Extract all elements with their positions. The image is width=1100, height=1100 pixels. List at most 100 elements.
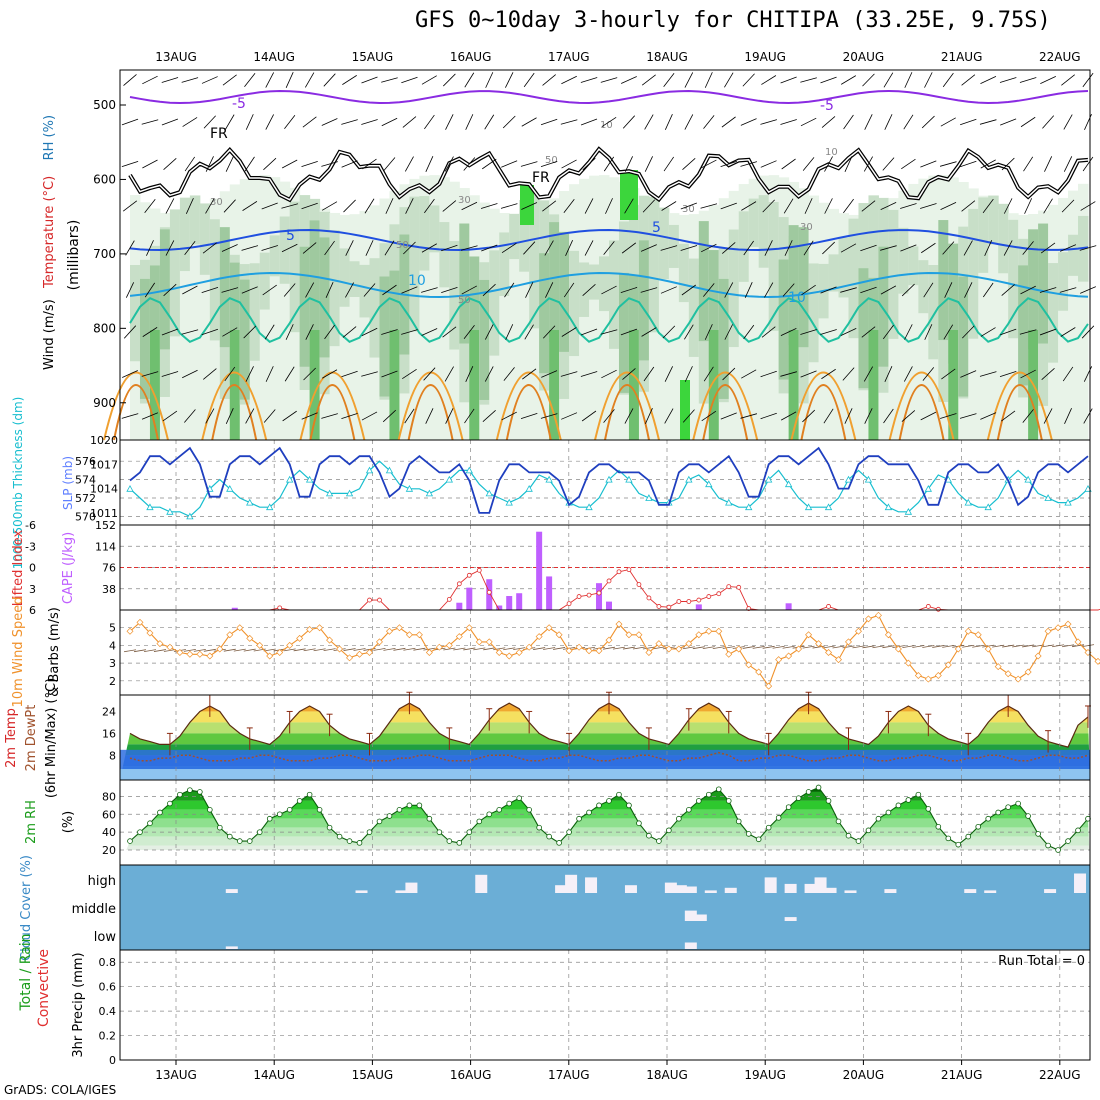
wind-barb-surface: [493, 647, 506, 651]
rh-shade: [938, 175, 949, 441]
cape-bar: [536, 531, 543, 610]
date-label-bottom: 22AUG: [1039, 1068, 1081, 1082]
cape-bar: [785, 603, 792, 610]
wind-speed-point: [196, 650, 204, 658]
wind-speed-point: [495, 649, 503, 656]
wind-barb-surface: [473, 647, 486, 651]
wind-barb: [962, 325, 975, 339]
cape-tick-label: 114: [95, 540, 116, 553]
wind-barb: [304, 72, 315, 88]
wind-speed-point: [775, 656, 783, 664]
wind-barb-surface: [483, 647, 496, 651]
rh-shade: [409, 196, 420, 332]
wind-barb: [345, 282, 355, 298]
rh-point: [296, 798, 303, 804]
wind-barb: [720, 202, 737, 210]
wind-barb: [281, 203, 299, 209]
wind-barb: [645, 408, 653, 424]
wind-barb: [342, 326, 357, 338]
rh-shade: [429, 175, 440, 440]
wind-barb: [520, 161, 538, 167]
contour-label: 10: [788, 290, 806, 306]
wind-barb: [1063, 156, 1073, 172]
wind-barb: [1039, 328, 1057, 336]
rh-shade: [908, 183, 919, 441]
wind-barb: [460, 245, 478, 251]
wind-speed-point: [994, 663, 1002, 671]
rh-point: [1035, 831, 1041, 837]
wind-barb: [365, 240, 374, 256]
rh-shade: [858, 203, 869, 391]
wind-barb: [341, 119, 358, 125]
rh-frame: [119, 779, 1091, 866]
rh-shade: [419, 196, 430, 271]
rh-shade: [599, 175, 610, 441]
rh-shade: [688, 258, 700, 357]
rh-point: [696, 798, 702, 804]
rh-shade: [519, 214, 530, 440]
rh-shade: [549, 198, 560, 440]
wind-barb: [364, 198, 375, 214]
rh-shade: [1018, 214, 1029, 440]
wind-barb: [644, 114, 654, 130]
cloud-bar-high: [405, 882, 418, 893]
wind-barb: [542, 74, 556, 86]
li-point: [456, 581, 462, 587]
cape-bar: [486, 579, 493, 610]
wind-speed-point: [286, 641, 294, 649]
wind-barb: [880, 285, 897, 295]
wind-barb: [321, 161, 338, 167]
rh-shade: [369, 205, 380, 440]
cape-frame: [119, 524, 1091, 611]
wind-barb: [1041, 368, 1055, 380]
wind-barb: [664, 366, 673, 382]
wind-barb: [285, 324, 294, 340]
cloud-bar-low: [225, 946, 238, 949]
wind-barb-surface: [213, 648, 226, 652]
cloud-bar-high: [884, 889, 897, 893]
wind-barb: [282, 410, 297, 422]
temp-frame: [119, 694, 1091, 781]
wind-barb: [741, 369, 757, 379]
rh-shade: [609, 240, 620, 349]
wind-barb: [624, 408, 634, 424]
wind-barb: [322, 201, 338, 211]
rh-shade: [1068, 234, 1079, 276]
wind-speed-point: [725, 650, 733, 658]
date-label-bottom: 20AUG: [843, 1068, 885, 1082]
cloud-bar-high: [814, 877, 827, 893]
wind-barb: [761, 326, 776, 338]
rh-shade: [1018, 265, 1029, 386]
rh-shade: [868, 277, 879, 398]
rh-shade: [708, 205, 720, 440]
wind-barb: [442, 200, 457, 212]
wind-barb: [163, 157, 177, 171]
wind-barb: [704, 72, 713, 88]
wind-barb-surface: [1071, 644, 1085, 648]
rh-shade: [159, 212, 171, 440]
rh-shade: [680, 380, 690, 440]
wind-barb: [525, 282, 534, 298]
rh-shade: [738, 184, 750, 440]
rh-shade: [469, 264, 480, 423]
wind-barb: [840, 75, 857, 85]
wind-barb: [123, 325, 137, 339]
wind-barb-surface: [203, 648, 216, 652]
wind-barb: [361, 76, 378, 84]
rh-shade: [1068, 190, 1079, 440]
rh-point: [1045, 842, 1051, 849]
wind-speed-point: [1034, 652, 1042, 660]
wind-barb: [820, 329, 837, 335]
contour-label: 50: [458, 295, 471, 306]
wind-barb-surface: [393, 647, 406, 651]
wind-barb: [842, 367, 855, 381]
wind-speed-point: [715, 627, 723, 635]
wind-speed-point: [415, 631, 423, 639]
wind-barb: [305, 324, 314, 340]
wind-barb: [205, 156, 214, 172]
rh-point: [745, 831, 752, 837]
wind-barb: [999, 77, 1017, 83]
wind-barb: [161, 77, 179, 83]
wind-barb: [621, 76, 637, 84]
pressure-tick-label: 900: [93, 396, 116, 410]
